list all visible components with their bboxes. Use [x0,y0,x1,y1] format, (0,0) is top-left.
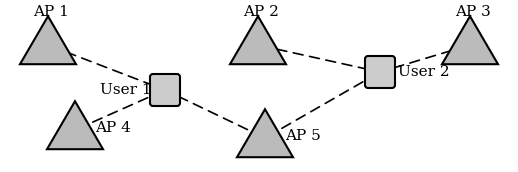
Text: User 1: User 1 [100,83,152,97]
Text: User 2: User 2 [398,65,450,79]
Polygon shape [442,16,498,64]
FancyBboxPatch shape [150,74,180,106]
Polygon shape [230,16,286,64]
Polygon shape [237,109,293,157]
Text: AP 3: AP 3 [455,5,491,19]
Text: AP 4: AP 4 [95,121,131,135]
Text: AP 1: AP 1 [33,5,69,19]
Polygon shape [20,16,76,64]
Text: AP 2: AP 2 [243,5,279,19]
Text: AP 5: AP 5 [285,129,321,143]
FancyBboxPatch shape [365,56,395,88]
Polygon shape [47,101,103,149]
